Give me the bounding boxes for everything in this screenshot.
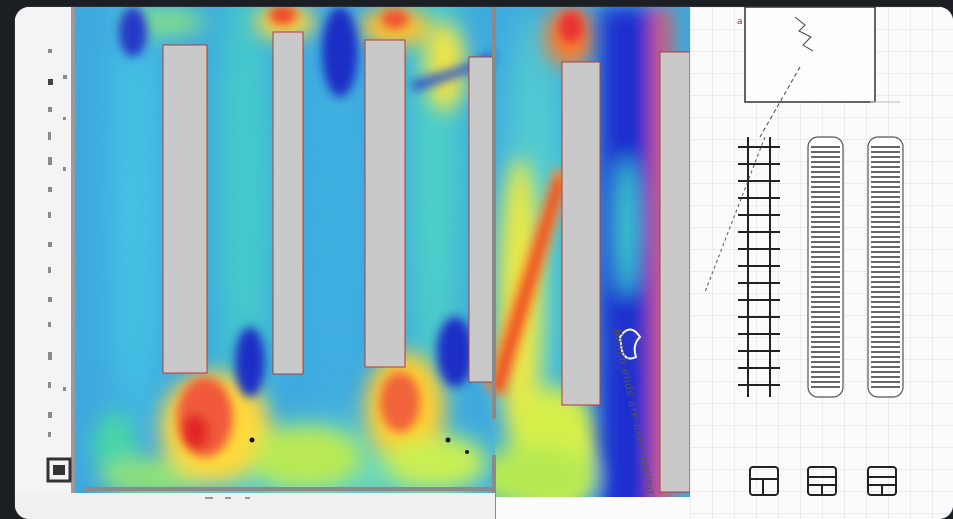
sketch-drawing [704, 7, 904, 496]
sheet-marker: a [737, 17, 743, 27]
cfd-heatmap [15, 7, 691, 519]
left-scale-strip [15, 7, 85, 519]
sketch-sheet [690, 7, 953, 519]
obstacles [162, 31, 691, 493]
bench-icon [807, 466, 837, 496]
bench-icon [867, 466, 897, 496]
bench-icon [749, 466, 779, 496]
image-frame: a Bench ends are overlapping [15, 7, 953, 519]
